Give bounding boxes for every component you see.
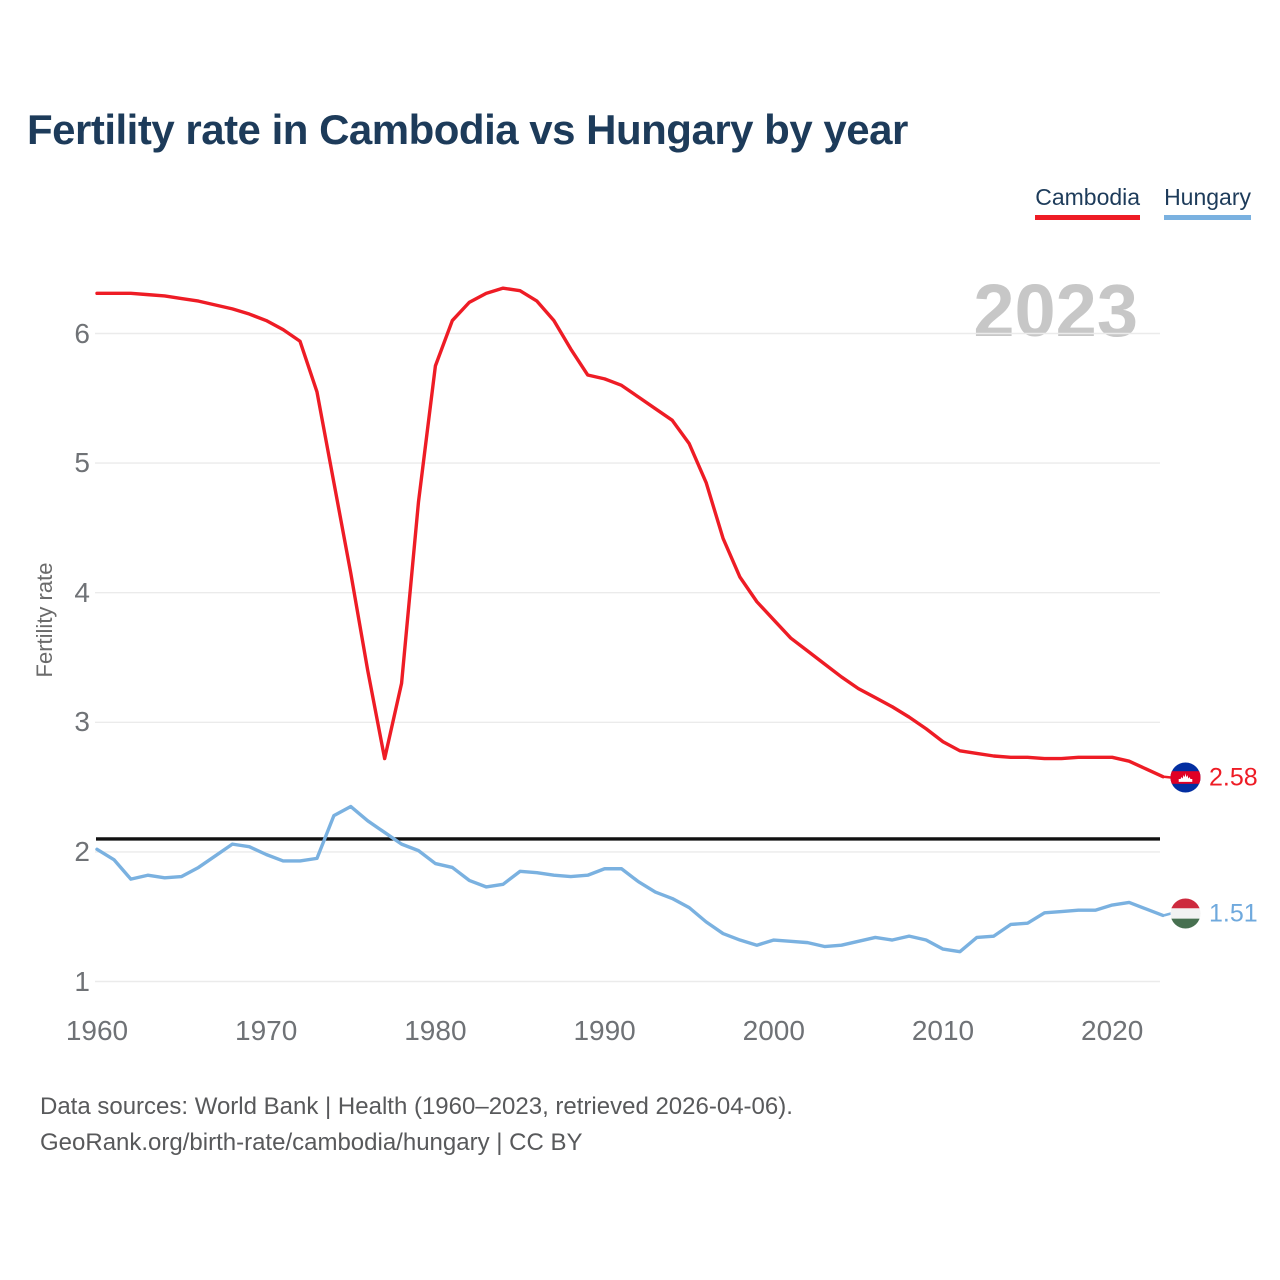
footer-credits: Data sources: World Bank | Health (1960–… [40,1089,793,1161]
page-title: Fertility rate in Cambodia vs Hungary by… [27,106,908,153]
footer-line-attribution: GeoRank.org/birth-rate/cambodia/hungary … [40,1129,583,1156]
x-tick-label-1970: 1970 [235,1015,298,1046]
y-tick-label-2: 2 [74,835,90,867]
legend-label-cambodia: Cambodia [1035,184,1141,210]
footer-line-sources: Data sources: World Bank | Health (1960–… [40,1093,793,1120]
x-tick-label-1960: 1960 [65,1015,129,1046]
cambodia-end-value: 2.58 [1209,763,1258,792]
hungary-end-value: 1.51 [1209,899,1258,928]
legend-label-hungary: Hungary [1164,184,1251,210]
legend-item-hungary[interactable]: Hungary [1164,184,1251,220]
legend: Cambodia Hungary [1035,184,1251,220]
legend-item-cambodia[interactable]: Cambodia [1035,184,1141,220]
hungary-connector [1163,912,1172,917]
hungary-flag-icon [1170,898,1201,929]
cambodia-connector [1163,775,1172,779]
x-tick-label-1990: 1990 [573,1015,636,1046]
y-tick-label-4: 4 [74,576,90,608]
x-tick-label-2010: 2010 [911,1015,975,1046]
x-tick-label-2000: 2000 [742,1015,805,1046]
x-tick-label-2020: 2020 [1081,1015,1144,1046]
cambodia-flag-icon [1170,762,1201,793]
y-tick-label-5: 5 [74,447,90,479]
cambodia-line [95,286,1165,779]
watermark-year: 2023 [973,269,1138,352]
y-tick-label-6: 6 [74,317,90,349]
x-tick-label-1980: 1980 [404,1015,467,1046]
hungary-line [95,804,1165,954]
y-tick-label-3: 3 [74,706,90,738]
y-tick-label-1: 1 [74,965,90,997]
